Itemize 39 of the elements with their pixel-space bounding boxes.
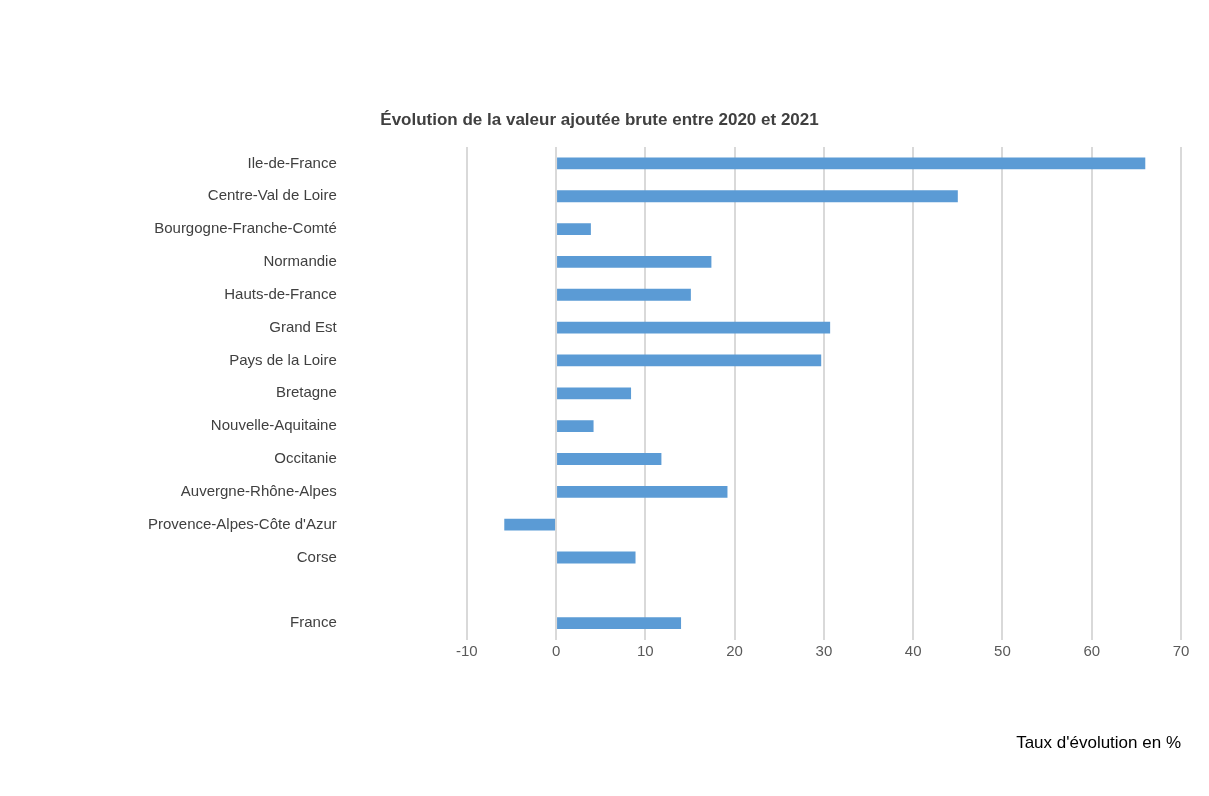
x-tick-label: 60: [1083, 641, 1101, 659]
bar: [557, 420, 594, 433]
bar: [504, 518, 556, 531]
x-tick-label: 30: [815, 641, 833, 659]
chart-title: Évolution de la valeur ajoutée brute entre 2020 et 2021: [380, 110, 819, 130]
y-tick-label: Corse: [296, 547, 337, 565]
bar: [557, 617, 682, 630]
x-tick-label: 40: [904, 641, 922, 659]
y-tick-label: Hauts-de-France: [224, 284, 337, 302]
y-tick-label: Bretagne: [275, 383, 337, 401]
bar: [557, 453, 662, 465]
x-tick-label: 0: [551, 641, 561, 659]
y-tick-label: Centre-Val de Loire: [207, 186, 337, 204]
bar: [557, 157, 1146, 170]
y-tick-label: Pays de la Loire: [229, 350, 337, 368]
y-tick-label: France: [290, 613, 337, 631]
bar: [557, 256, 712, 268]
bar: [557, 288, 691, 301]
y-tick-label: Bourgogne-Franche-Comté: [154, 219, 337, 237]
y-tick-label: Grand Est: [269, 317, 338, 335]
x-tick-label: 70: [1172, 641, 1190, 659]
x-tick-label: 10: [636, 641, 654, 659]
y-tick-label: Nouvelle-Aquitaine: [210, 416, 337, 434]
y-tick-label: Normandie: [263, 252, 337, 270]
x-tick-label: -10: [455, 641, 478, 659]
bar: [557, 387, 632, 400]
bar: [557, 321, 831, 334]
bar: [557, 551, 636, 564]
bar: [557, 223, 591, 236]
y-tick-label: Provence-Alpes-Côte d'Azur: [147, 514, 337, 532]
x-tick-label: 20: [726, 641, 743, 659]
y-tick-label: Auvergne-Rhône-Alpes: [180, 481, 337, 499]
bar: [557, 354, 822, 367]
y-tick-label: Occitanie: [274, 449, 337, 467]
x-axis-title: Taux d'évolution en %: [1016, 733, 1181, 753]
bar: [557, 190, 958, 203]
bar: [557, 485, 728, 498]
x-tick-label: 50: [994, 641, 1011, 659]
y-tick-label: Ile-de-France: [247, 153, 337, 171]
